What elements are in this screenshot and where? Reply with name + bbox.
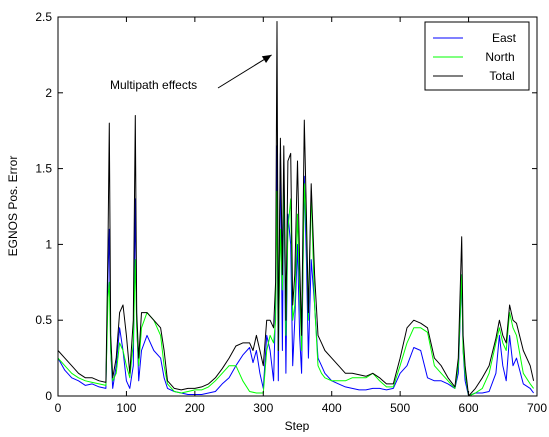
legend-label-total: Total <box>489 69 514 83</box>
legend-label-east: East <box>492 31 517 45</box>
y-tick-label: 1.5 <box>35 162 52 176</box>
x-tick-label: 600 <box>459 401 479 415</box>
x-tick-label: 100 <box>116 401 136 415</box>
x-tick-label: 500 <box>390 401 410 415</box>
x-tick-label: 700 <box>527 401 547 415</box>
y-axis-label: EGNOS Pos. Error <box>6 156 20 257</box>
legend-label-north: North <box>485 50 514 64</box>
annotation-arrowhead <box>261 54 272 64</box>
x-tick-label: 0 <box>55 401 62 415</box>
y-tick-label: 0 <box>45 389 52 403</box>
plot-frame <box>57 16 538 397</box>
annotation-arrow <box>217 54 272 89</box>
x-axis-label: Step <box>285 419 310 432</box>
series-line-total <box>57 21 535 397</box>
x-tick-label: 400 <box>322 401 342 415</box>
x-tick-label: 300 <box>253 401 273 415</box>
series-layer <box>57 21 535 397</box>
annotation-label: Multipath effects <box>110 78 197 92</box>
annotation: Multipath effects <box>110 54 272 92</box>
y-tick-label: 2.5 <box>35 10 52 24</box>
x-tick-label: 200 <box>185 401 205 415</box>
tick-layer: 0 100 200 300 400 500 600 700 0 0.5 1 1.5 2 2.5 <box>35 10 547 415</box>
y-tick-label: 0.5 <box>35 313 52 327</box>
y-tick-label: 1 <box>45 237 52 251</box>
legend-box <box>424 21 530 91</box>
y-tick-label: 2 <box>45 86 52 100</box>
legend: East North Total <box>424 21 530 91</box>
series-line-north <box>57 175 534 397</box>
